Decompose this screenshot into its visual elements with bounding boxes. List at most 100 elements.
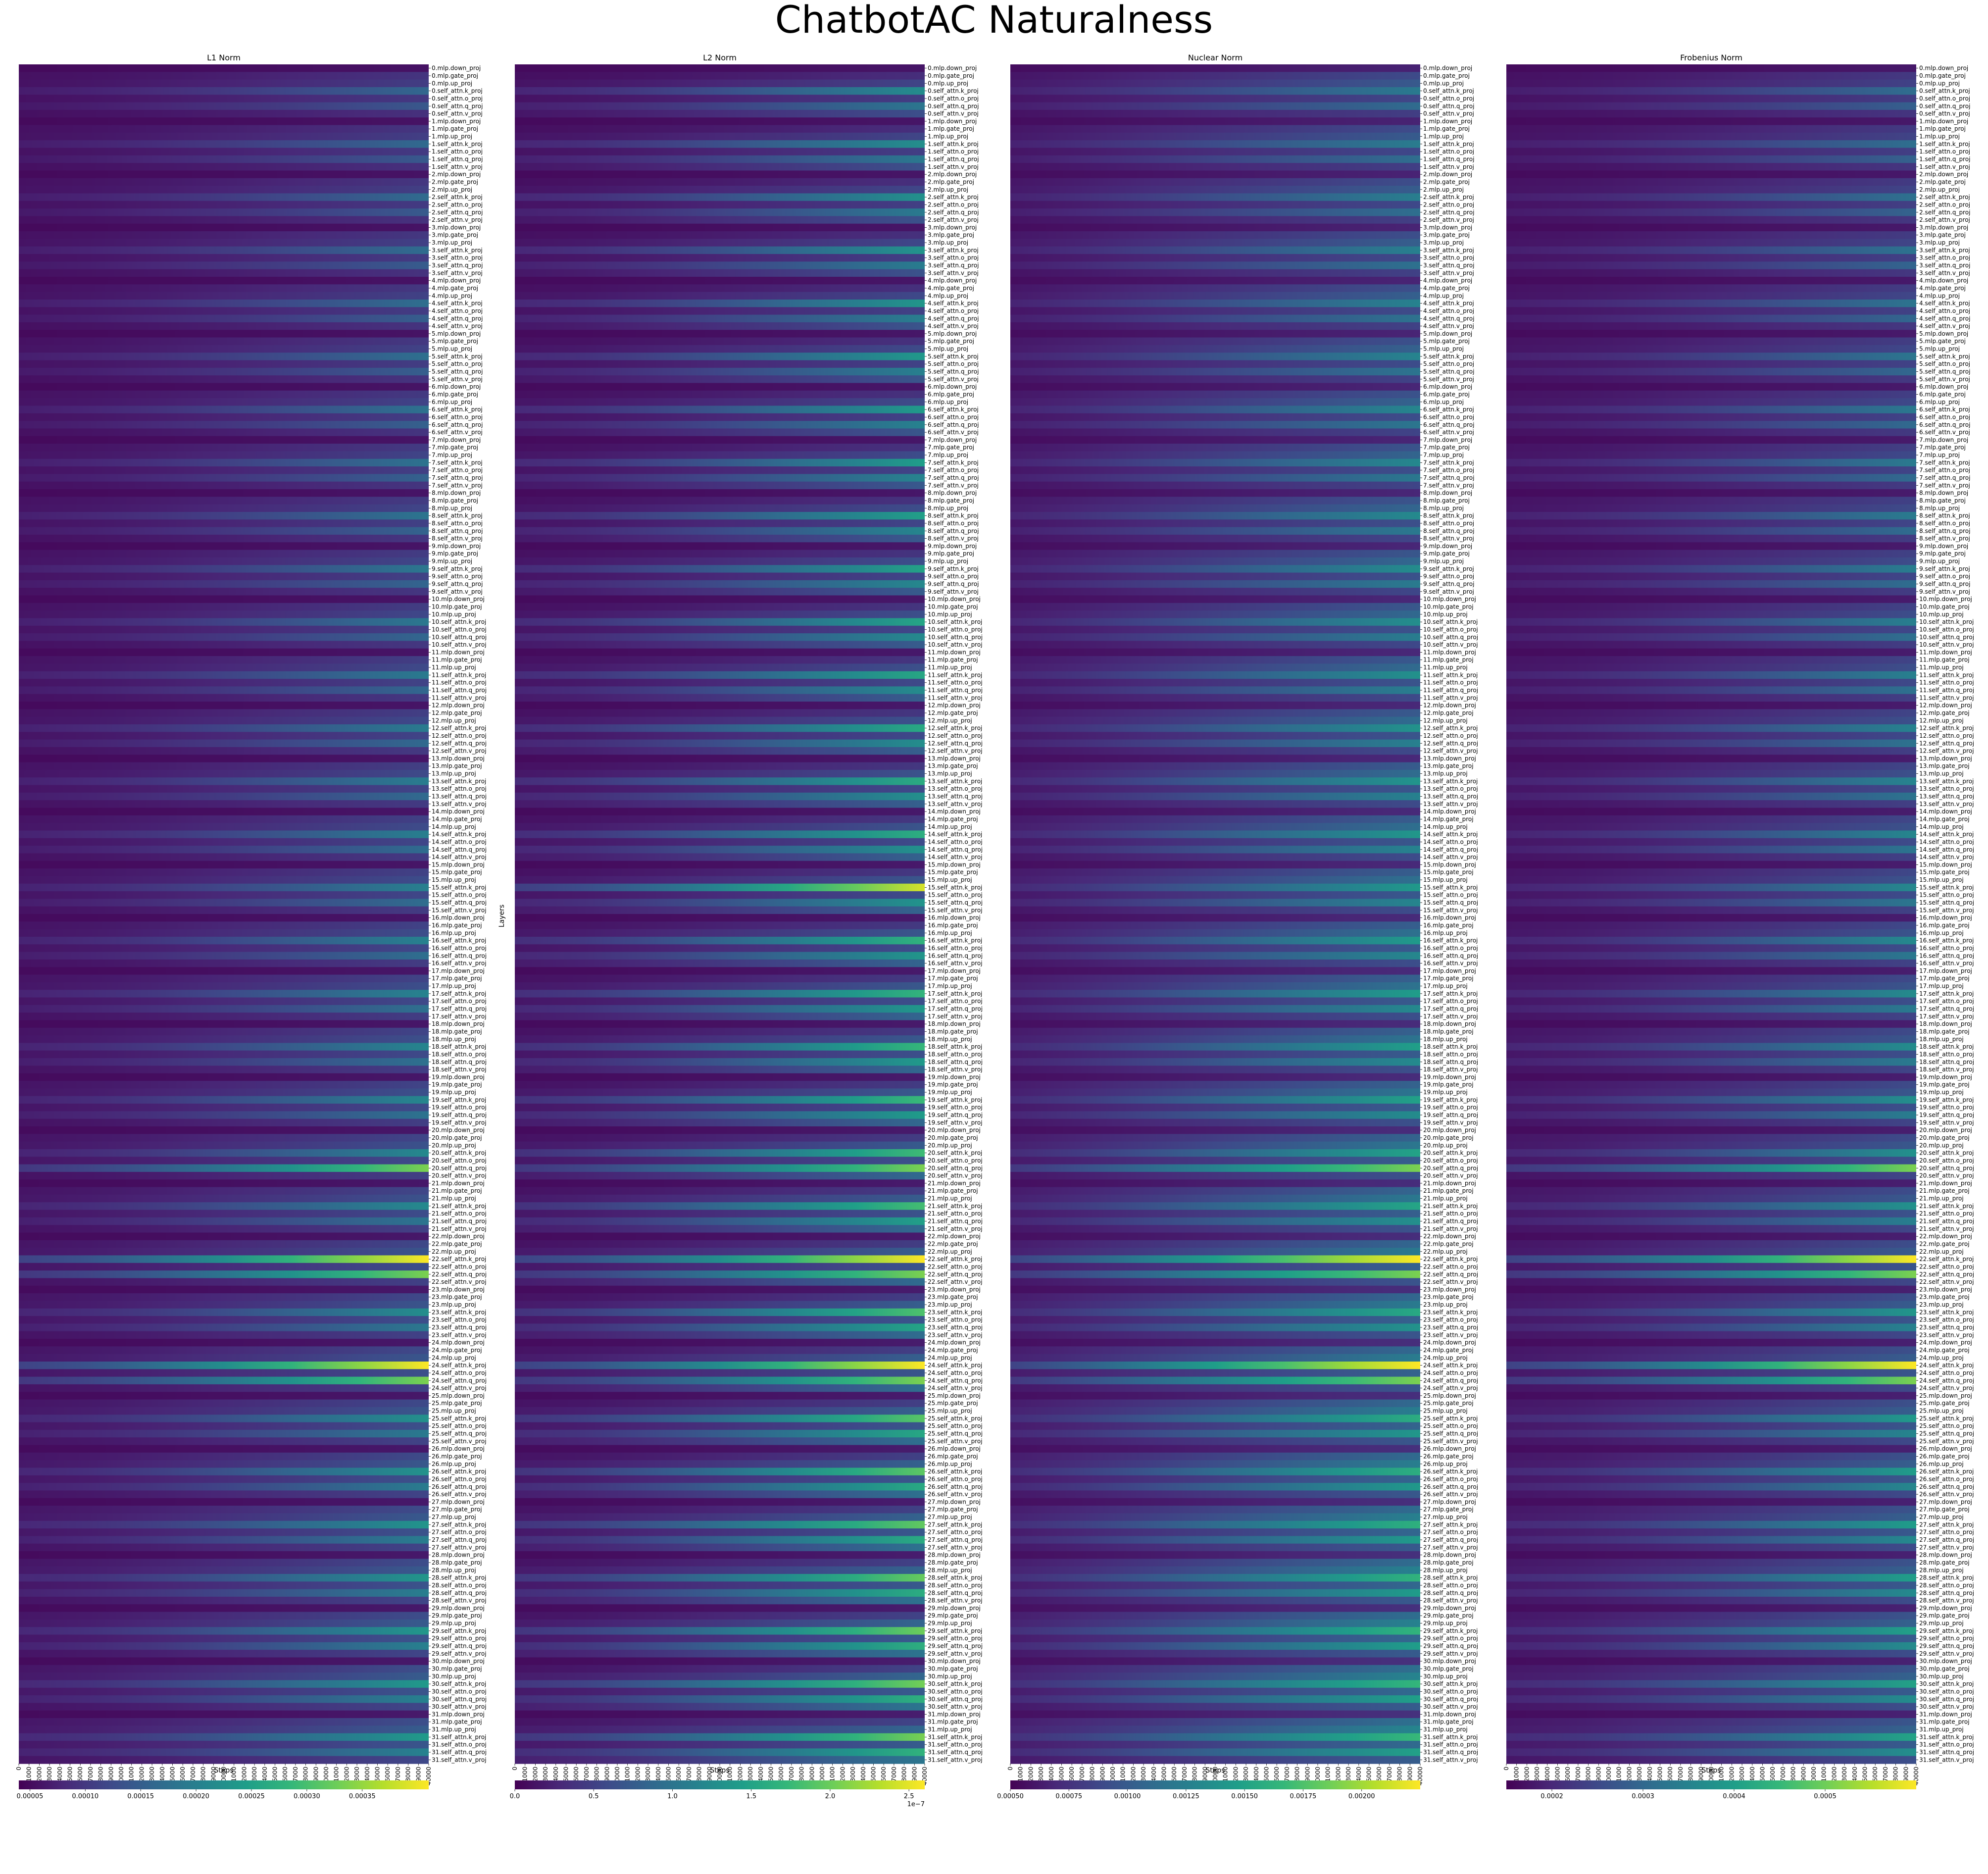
row-label: 7.self_attn.q_proj <box>432 474 483 481</box>
heatmap-row <box>1010 1437 1420 1446</box>
row-label: 16.self_attn.q_proj <box>1919 952 1974 959</box>
heatmap-row <box>1506 337 1916 346</box>
heatmap-row <box>19 1027 429 1036</box>
heatmap-row <box>19 633 429 642</box>
row-label: 18.self_attn.v_proj <box>928 1066 983 1073</box>
heatmap-row <box>19 997 429 1006</box>
heatmap-row <box>19 572 429 581</box>
heatmap-row <box>1010 125 1420 133</box>
row-label: 1.mlp.down_proj <box>1423 118 1472 125</box>
row-label: 28.mlp.up_proj <box>928 1567 972 1573</box>
colorbar <box>515 1780 925 1789</box>
row-label: 27.mlp.gate_proj <box>1919 1506 1970 1513</box>
heatmap-row <box>1506 1566 1916 1574</box>
row-label: 19.mlp.up_proj <box>432 1089 476 1096</box>
heatmap-row <box>1506 1475 1916 1483</box>
heatmap-row <box>1506 299 1916 307</box>
heatmap-row <box>515 87 925 95</box>
heatmap-row <box>1506 762 1916 770</box>
heatmap-row <box>1010 1111 1420 1119</box>
row-label: 4.mlp.up_proj <box>928 292 968 299</box>
heatmap-row <box>19 1263 429 1271</box>
row-label: 6.self_attn.q_proj <box>1423 421 1474 428</box>
row-label: 18.self_attn.v_proj <box>1919 1066 1974 1073</box>
heatmap-row <box>19 936 429 945</box>
heatmap-row <box>1506 838 1916 846</box>
row-label: 23.self_attn.q_proj <box>928 1324 983 1331</box>
row-label: 2.self_attn.v_proj <box>1919 216 1970 223</box>
panel-title: Nuclear Norm <box>1188 53 1242 62</box>
heatmap-row <box>515 102 925 110</box>
heatmap-row <box>19 1118 429 1127</box>
x-tick-label: 5000 <box>1554 1767 1561 1782</box>
heatmap-row <box>1010 1285 1420 1294</box>
heatmap-row <box>19 990 429 998</box>
row-label: 20.mlp.down_proj <box>432 1127 485 1134</box>
row-label: 0.self_attn.k_proj <box>1423 88 1474 95</box>
heatmap-row <box>1010 1202 1420 1211</box>
heatmap-row <box>19 79 429 88</box>
row-label: 15.mlp.up_proj <box>1919 876 1964 883</box>
heatmap-row <box>1506 239 1916 247</box>
row-label: 25.self_attn.q_proj <box>432 1430 487 1437</box>
row-label: 6.mlp.gate_proj <box>928 391 974 398</box>
row-label: 0.self_attn.q_proj <box>1423 102 1474 109</box>
x-tick-label: 9000 <box>1099 1767 1106 1782</box>
heatmap-row <box>515 808 925 816</box>
row-label: 10.self_attn.q_proj <box>1919 634 1974 641</box>
row-label: 15.mlp.gate_proj <box>1919 869 1970 876</box>
row-label: 20.mlp.up_proj <box>432 1142 476 1149</box>
row-label: 5.mlp.gate_proj <box>1423 338 1470 345</box>
row-label: 12.self_attn.v_proj <box>1919 748 1974 755</box>
heatmap-row <box>515 702 925 709</box>
row-label: 17.self_attn.q_proj <box>928 1006 983 1013</box>
heatmap-row <box>1506 223 1916 232</box>
row-label: 26.self_attn.o_proj <box>1423 1475 1478 1482</box>
heatmap-row <box>1506 1543 1916 1552</box>
heatmap-row <box>1010 428 1420 437</box>
row-label: 1.self_attn.v_proj <box>432 163 483 170</box>
heatmap-row <box>1506 1194 1916 1203</box>
row-label: 27.mlp.down_proj <box>432 1498 485 1505</box>
row-label: 4.mlp.gate_proj <box>432 285 478 292</box>
heatmap-row <box>1010 405 1420 414</box>
row-label: 26.self_attn.q_proj <box>1423 1483 1478 1490</box>
heatmap-row <box>1010 1695 1420 1704</box>
heatmap-panel-2: L2 Norm0.mlp.down_proj0.mlp.gate_proj0.m… <box>510 53 983 1808</box>
heatmap-row <box>515 1543 925 1552</box>
heatmap-row <box>1506 1263 1916 1271</box>
row-label: 7.self_attn.o_proj <box>928 467 979 474</box>
row-label: 21.self_attn.q_proj <box>928 1218 983 1225</box>
heatmap-row <box>1010 284 1420 293</box>
row-label: 2.self_attn.v_proj <box>432 216 483 223</box>
heatmap-row <box>1506 891 1916 899</box>
heatmap-row <box>19 716 429 725</box>
row-label: 11.mlp.up_proj <box>432 664 476 671</box>
heatmap-row <box>1506 861 1916 869</box>
row-label: 24.self_attn.q_proj <box>928 1377 983 1384</box>
heatmap-row <box>1506 405 1916 414</box>
heatmap-row <box>1010 413 1420 421</box>
row-label: 9.mlp.gate_proj <box>432 550 478 557</box>
heatmap-row <box>19 1293 429 1301</box>
row-label: 25.self_attn.o_proj <box>432 1422 487 1429</box>
row-label: 9.self_attn.q_proj <box>928 581 979 588</box>
x-tick-label: 4000 <box>56 1767 63 1782</box>
heatmap-row <box>515 1756 925 1764</box>
row-label: 25.self_attn.k_proj <box>928 1415 982 1422</box>
heatmap-row <box>19 595 429 604</box>
row-label: 24.mlp.up_proj <box>1423 1354 1468 1361</box>
heatmap-row <box>1506 375 1916 384</box>
heatmap-row <box>19 1513 429 1521</box>
heatmap-row <box>515 1187 925 1195</box>
heatmap-row <box>515 1559 925 1567</box>
heatmap-row <box>1506 1065 1916 1074</box>
heatmap-row <box>19 830 429 839</box>
row-label: 14.self_attn.q_proj <box>1919 846 1974 853</box>
heatmap-row <box>19 375 429 384</box>
heatmap-row <box>1506 458 1916 467</box>
heatmap-row <box>19 367 429 376</box>
heatmap-row <box>1506 686 1916 695</box>
row-label: 4.mlp.down_proj <box>928 277 977 284</box>
row-label: 19.self_attn.k_proj <box>1919 1096 1974 1103</box>
